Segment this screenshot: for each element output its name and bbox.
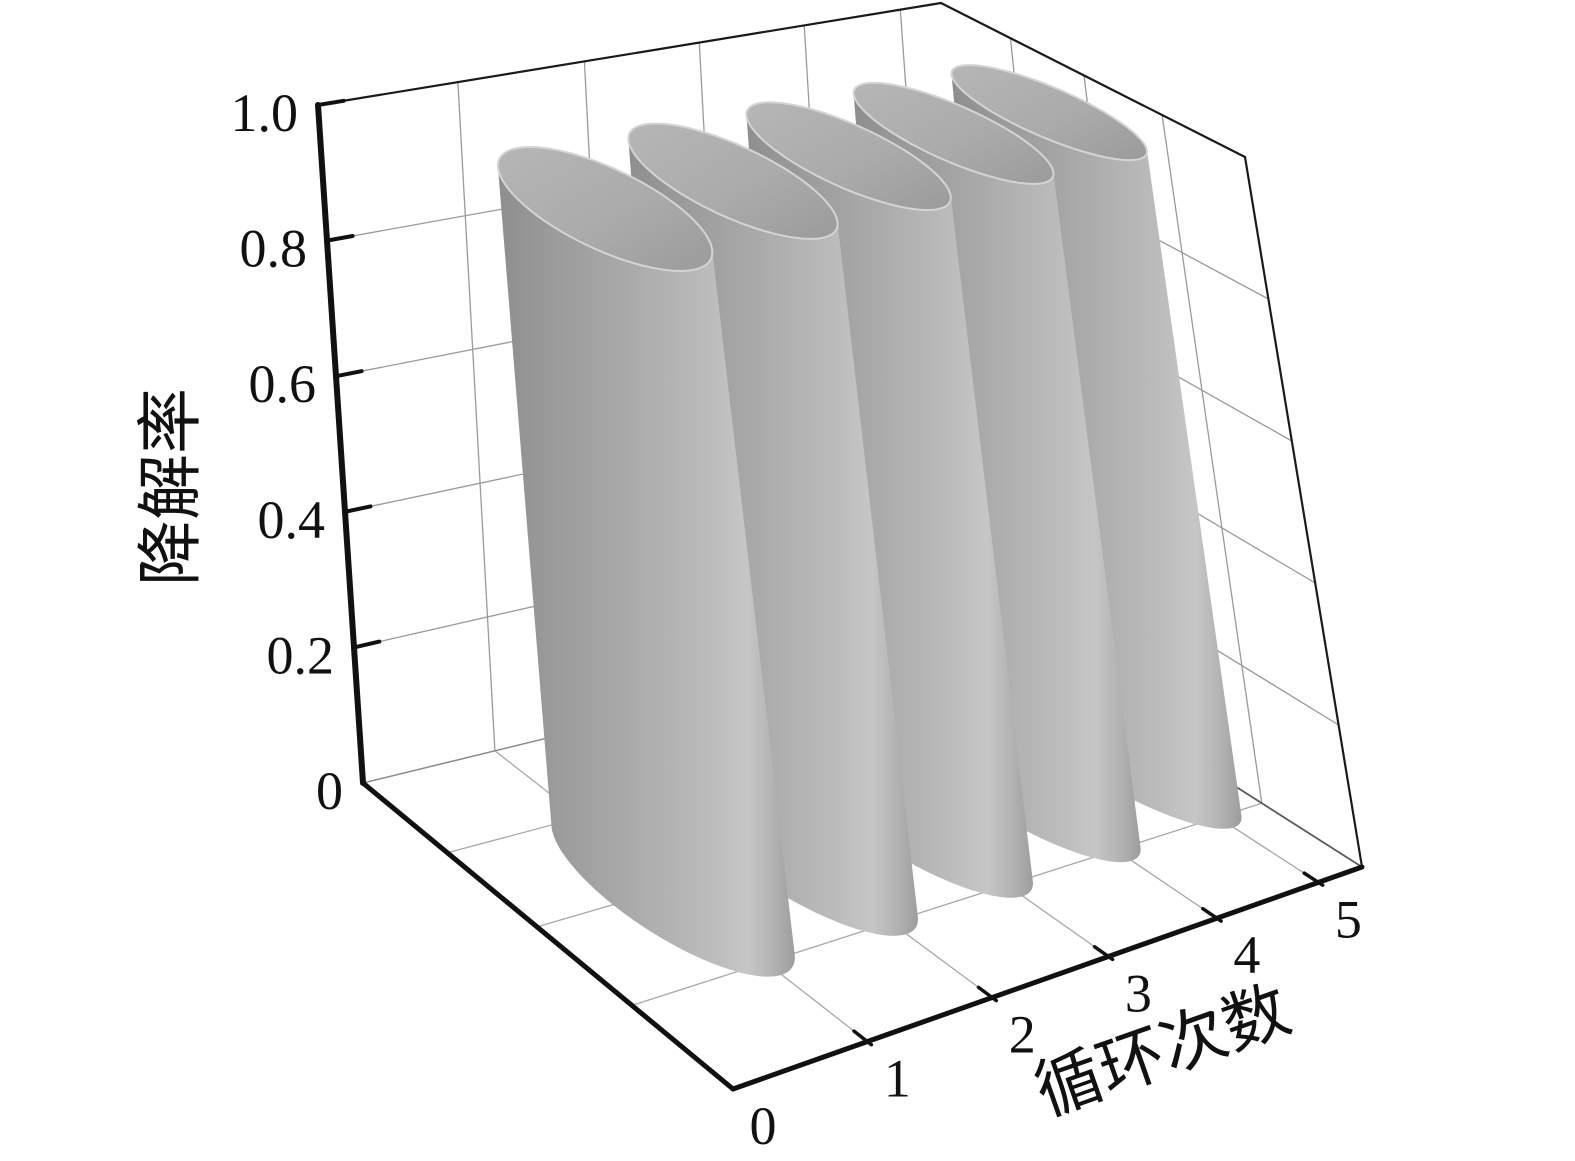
x-axis	[730, 864, 1365, 1092]
y-axis-front-edge	[360, 780, 736, 1092]
bar-top-face-3	[745, 101, 952, 211]
x-tick-label-5: 5	[1335, 889, 1362, 949]
z-tick	[334, 369, 364, 379]
x-axis-title: 循环次数	[1026, 973, 1299, 1130]
x-tick	[1302, 871, 1325, 887]
z-axis-title: 降解率	[135, 388, 208, 586]
bar-body-1	[497, 147, 795, 977]
x-tick	[976, 985, 999, 1003]
right-front-vertical-edge	[1243, 155, 1364, 869]
x-tick-label-4: 4	[1233, 925, 1260, 985]
x-tick	[1201, 906, 1223, 923]
z-tick	[316, 98, 346, 107]
back-wall-x-gridline	[457, 81, 496, 752]
bars	[496, 64, 1242, 977]
z-tick-label-1.0: 1.0	[231, 83, 299, 143]
x-tick-label-3: 3	[1125, 964, 1152, 1024]
back-wall-top-edge	[316, 1, 943, 107]
z-tick-label-0.8: 0.8	[240, 219, 308, 279]
z-tick	[325, 234, 355, 243]
bar-top-face-4	[852, 81, 1055, 185]
z-tick-label-0.2: 0.2	[267, 625, 335, 685]
z-tick	[352, 639, 382, 650]
bar-top-face-2	[627, 122, 839, 240]
z-axis	[315, 102, 366, 786]
bar-top-face-5	[950, 64, 1148, 162]
z-tick-label-0.6: 0.6	[249, 354, 317, 414]
axes	[315, 98, 1365, 1092]
x-tick-label-2: 2	[1009, 1005, 1036, 1065]
x-tick-label-0: 0	[750, 1096, 777, 1156]
right-wall-top-edge	[939, 1, 1247, 159]
z-tick	[343, 504, 373, 514]
right-wall-y-gridline	[1161, 114, 1263, 804]
bar-top-face-1	[496, 146, 714, 272]
z-tick-label-0: 0	[316, 761, 343, 821]
z-tick-label-0.4: 0.4	[258, 490, 326, 550]
bar-cylinder-1	[496, 146, 795, 977]
x-tick	[852, 1029, 874, 1047]
x-tick	[1092, 944, 1115, 962]
x-tick-label-1: 1	[884, 1049, 911, 1109]
